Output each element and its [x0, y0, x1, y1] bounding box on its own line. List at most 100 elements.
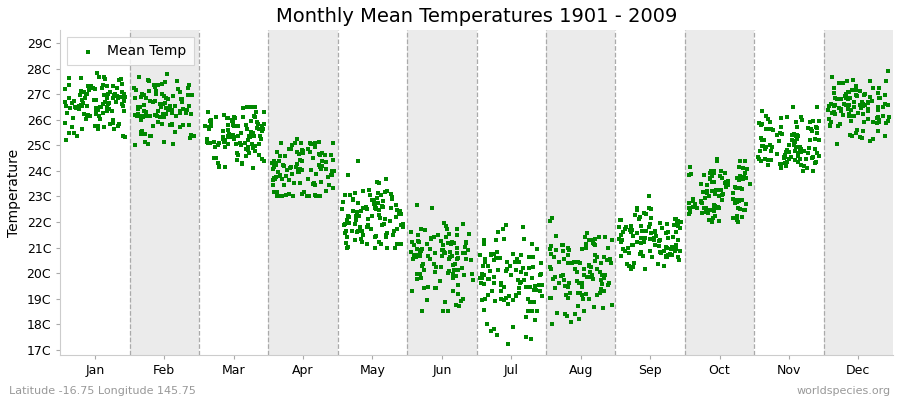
Mean Temp — [774, 124, 788, 130]
Mean Temp — [806, 168, 820, 174]
Mean Temp — [450, 250, 464, 256]
Mean Temp — [737, 175, 751, 181]
Mean Temp — [202, 118, 217, 124]
Mean Temp — [855, 101, 869, 107]
Mean Temp — [106, 120, 121, 126]
Mean Temp — [681, 172, 696, 178]
Mean Temp — [670, 218, 684, 224]
Mean Temp — [170, 78, 184, 84]
Mean Temp — [449, 302, 464, 308]
Mean Temp — [784, 154, 798, 161]
Mean Temp — [267, 158, 282, 164]
Mean Temp — [568, 266, 582, 272]
Mean Temp — [778, 152, 792, 158]
Mean Temp — [665, 244, 680, 250]
Mean Temp — [325, 168, 339, 174]
Mean Temp — [319, 158, 333, 165]
Mean Temp — [266, 166, 280, 172]
Mean Temp — [370, 179, 384, 185]
Mean Temp — [134, 115, 148, 121]
Mean Temp — [500, 259, 514, 265]
Mean Temp — [477, 296, 491, 302]
Mean Temp — [314, 166, 328, 172]
Mean Temp — [251, 121, 266, 127]
Mean Temp — [669, 246, 683, 252]
Mean Temp — [242, 133, 256, 140]
Mean Temp — [647, 235, 662, 241]
Mean Temp — [404, 248, 419, 255]
Mean Temp — [373, 207, 387, 213]
Mean Temp — [361, 216, 375, 222]
Mean Temp — [270, 193, 284, 200]
Mean Temp — [824, 101, 839, 108]
Mean Temp — [799, 156, 814, 162]
Mean Temp — [226, 122, 240, 128]
Mean Temp — [355, 227, 369, 234]
Mean Temp — [280, 167, 294, 173]
Mean Temp — [523, 299, 537, 305]
Mean Temp — [350, 209, 365, 216]
Bar — [546, 30, 616, 355]
Mean Temp — [278, 192, 293, 198]
Mean Temp — [824, 122, 838, 129]
Mean Temp — [209, 154, 223, 161]
Mean Temp — [698, 195, 713, 202]
Mean Temp — [292, 180, 307, 186]
Mean Temp — [160, 96, 175, 102]
Mean Temp — [266, 175, 281, 181]
Mean Temp — [472, 275, 487, 281]
Mean Temp — [158, 110, 173, 117]
Mean Temp — [204, 117, 219, 124]
Mean Temp — [437, 249, 452, 256]
Mean Temp — [58, 103, 73, 109]
Mean Temp — [481, 292, 495, 298]
Mean Temp — [218, 137, 232, 143]
Mean Temp — [236, 114, 250, 120]
Mean Temp — [352, 213, 366, 220]
Mean Temp — [506, 251, 520, 257]
Mean Temp — [597, 254, 611, 260]
Mean Temp — [856, 128, 870, 134]
Mean Temp — [598, 271, 613, 278]
Mean Temp — [577, 308, 591, 314]
Mean Temp — [842, 112, 856, 119]
Mean Temp — [458, 239, 473, 246]
Mean Temp — [424, 235, 438, 241]
Mean Temp — [117, 133, 131, 140]
Mean Temp — [575, 296, 590, 302]
Mean Temp — [377, 216, 392, 222]
Mean Temp — [351, 228, 365, 235]
Mean Temp — [267, 176, 282, 182]
Mean Temp — [595, 281, 609, 288]
Mean Temp — [58, 99, 72, 106]
Mean Temp — [644, 229, 659, 236]
Mean Temp — [183, 135, 197, 142]
Mean Temp — [563, 290, 578, 296]
Mean Temp — [140, 77, 155, 83]
Mean Temp — [830, 96, 844, 103]
Mean Temp — [355, 236, 369, 242]
Mean Temp — [100, 104, 114, 110]
Mean Temp — [730, 216, 744, 223]
Mean Temp — [384, 191, 399, 197]
Mean Temp — [595, 272, 609, 278]
Mean Temp — [755, 142, 770, 149]
Mean Temp — [149, 90, 164, 97]
Mean Temp — [58, 120, 72, 126]
Mean Temp — [489, 237, 503, 243]
Mean Temp — [661, 228, 675, 235]
Mean Temp — [355, 239, 369, 246]
Mean Temp — [734, 206, 748, 212]
Mean Temp — [113, 75, 128, 82]
Mean Temp — [707, 191, 722, 197]
Mean Temp — [437, 298, 452, 305]
Mean Temp — [854, 99, 868, 105]
Mean Temp — [523, 284, 537, 290]
Mean Temp — [739, 174, 753, 181]
Mean Temp — [755, 143, 770, 149]
Mean Temp — [590, 254, 604, 260]
Mean Temp — [632, 216, 646, 222]
Mean Temp — [376, 204, 391, 210]
Mean Temp — [844, 106, 859, 113]
Mean Temp — [294, 147, 309, 154]
